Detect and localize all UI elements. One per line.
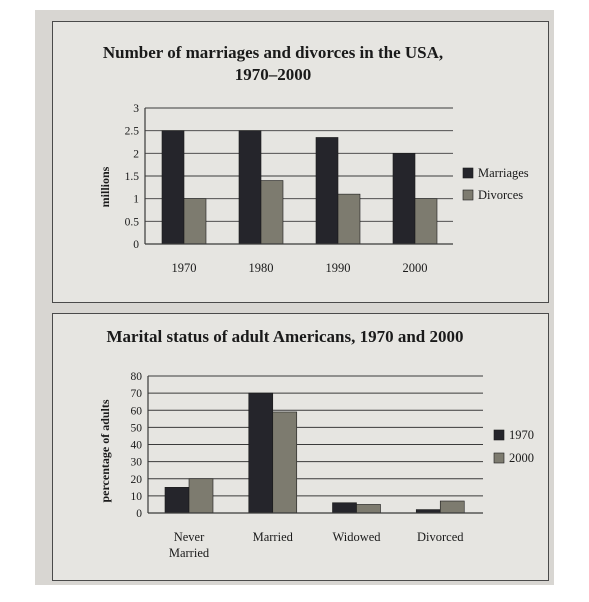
chart1-y-tick-label: 3 <box>133 103 139 115</box>
chart2-legend-swatch-1970 <box>493 429 505 441</box>
chart2-y-tick-label: 60 <box>131 405 143 417</box>
chart2-y-tick-label: 70 <box>131 388 143 400</box>
chart2-x-tick-label: Married <box>169 546 210 560</box>
marriages-divorces-chart-panel: Number of marriages and divorces in the … <box>52 21 549 303</box>
chart2-x-tick-label: Married <box>253 530 294 544</box>
chart1-bar-divorces <box>260 180 284 245</box>
chart2-bar-1970 <box>332 502 357 514</box>
chart2-x-tick-label: Never <box>174 530 205 544</box>
chart1-y-tick-label: 2 <box>133 148 139 160</box>
chart2-y-tick-label: 20 <box>131 474 143 486</box>
page: Number of marriages and divorces in the … <box>35 10 554 585</box>
chart1-bar-marriages <box>392 153 416 245</box>
chart1-y-tick-label: 0.5 <box>125 216 140 228</box>
chart1-legend-label-divorces: Divorces <box>478 188 523 202</box>
chart1-subtitle: 1970–2000 <box>235 65 312 84</box>
chart2-legend-swatch-2000 <box>493 452 505 464</box>
chart2-y-axis-label: percentage of adults <box>98 399 112 502</box>
chart2-x-tick-label: Widowed <box>332 530 381 544</box>
chart2-bar-2000 <box>272 411 298 514</box>
chart1-x-tick-label: 1970 <box>172 261 197 275</box>
chart1-legend-swatch-marriages <box>462 167 474 179</box>
chart1-legend-swatch-divorces <box>462 189 474 201</box>
chart1-x-tick-label: 1990 <box>326 261 351 275</box>
chart1-x-tick-label: 2000 <box>403 261 428 275</box>
chart2-x-tick-label: Divorced <box>417 530 464 544</box>
chart1-bar-divorces <box>183 198 207 245</box>
chart2-y-tick-label: 0 <box>136 508 142 520</box>
chart1-legend-label-marriages: Marriages <box>478 166 529 180</box>
chart1-y-tick-label: 1.5 <box>125 171 140 183</box>
marital-status-chart-panel: Marital status of adult Americans, 1970 … <box>52 313 549 581</box>
chart1-y-tick-label: 2.5 <box>125 126 140 138</box>
chart1-title: Number of marriages and divorces in the … <box>103 43 443 62</box>
chart2-y-tick-label: 10 <box>131 491 143 503</box>
chart1-bar-marriages <box>238 130 262 245</box>
chart2-y-tick-label: 30 <box>131 457 143 469</box>
chart2-bar-1970 <box>248 392 274 514</box>
chart1-y-axis-label: millions <box>98 166 112 207</box>
chart2-y-tick-label: 80 <box>131 371 143 383</box>
chart1-bar-marriages <box>161 130 185 245</box>
chart2-legend-label-2000: 2000 <box>509 451 534 465</box>
chart2-title: Marital status of adult Americans, 1970 … <box>107 327 464 346</box>
chart2-y-tick-label: 50 <box>131 422 143 434</box>
chart1-bar-divorces <box>337 193 361 245</box>
chart1-y-tick-label: 0 <box>133 239 139 251</box>
marriages-divorces-chart: Number of marriages and divorces in the … <box>98 43 529 275</box>
chart1-x-tick-label: 1980 <box>249 261 274 275</box>
chart2-bar-2000 <box>439 500 465 514</box>
chart2-bar-2000 <box>356 504 381 514</box>
chart2-bar-1970 <box>164 487 190 514</box>
marital-status-chart: Marital status of adult Americans, 1970 … <box>98 327 534 560</box>
chart2-y-tick-label: 40 <box>131 440 143 452</box>
chart1-y-tick-label: 1 <box>133 194 139 206</box>
chart2-bar-2000 <box>188 478 214 514</box>
chart2-legend-label-1970: 1970 <box>509 428 534 442</box>
chart1-bar-divorces <box>414 198 438 245</box>
chart1-bar-marriages <box>315 137 339 245</box>
